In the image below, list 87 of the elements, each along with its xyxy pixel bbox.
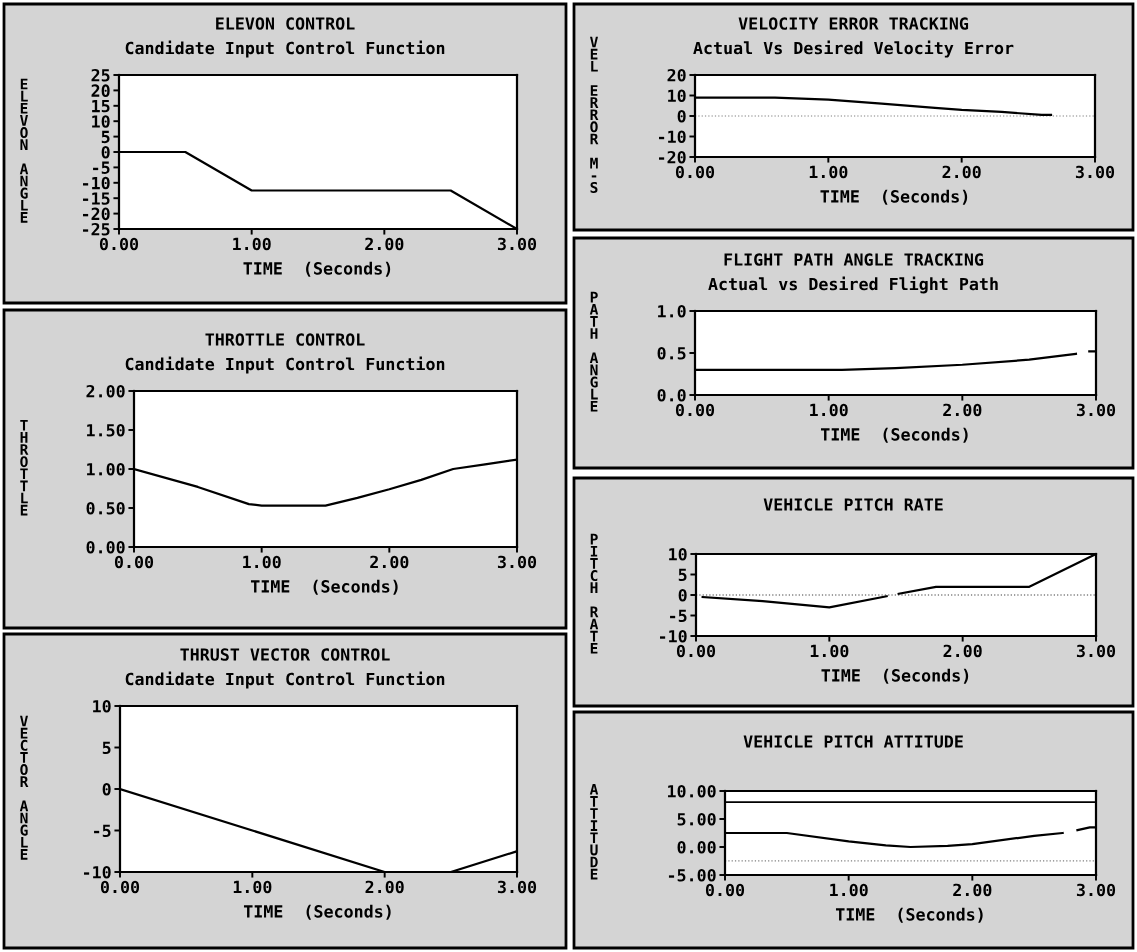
x-tick-label: 3.00 (497, 555, 537, 569)
y-tick-label: 5 (678, 568, 687, 582)
x-axis-title: TIME (Seconds) (835, 907, 983, 923)
text: VECTOR ANGLE (19, 715, 29, 860)
chart-subtitle: Actual Vs Desired Velocity Error (693, 40, 1014, 58)
x-tick-label: 3.00 (497, 237, 537, 251)
chart-title: THRUST VECTOR CONTROL (180, 648, 390, 661)
y-tick-label: 10 (668, 89, 686, 103)
chart-title: VEHICLE PITCH ATTITUDE (743, 735, 963, 748)
y-tick-label: -5 (670, 609, 687, 623)
y-tick-label: -20 (83, 207, 110, 221)
x-tick-label: 2.00 (365, 237, 404, 251)
x-tick-label: 1.00 (830, 883, 868, 897)
chart-subtitle: Candidate Input Control Function (125, 356, 445, 374)
x-tick-label: 2.00 (943, 403, 982, 417)
y-tick-label: 0 (102, 782, 111, 796)
y-tick-label: 10 (92, 115, 110, 128)
x-axis-title: TIME (Seconds) (243, 261, 391, 277)
x-tick-label: 3.00 (1075, 165, 1115, 179)
chart-subtitle: Candidate Input Control Function (125, 40, 445, 58)
y-tick-label: -5.00 (668, 868, 716, 882)
y-axis-title: ATTITUDE (589, 783, 599, 880)
x-tick-label: 3.00 (1076, 644, 1116, 658)
y-tick-label: 10 (669, 547, 687, 561)
chart-title: VELOCITY ERROR TRACKING (738, 17, 969, 30)
x-tick-label: 3.00 (497, 880, 537, 894)
x-axis-title: TIME (Seconds) (821, 668, 969, 684)
y-tick-label: 0 (101, 145, 110, 159)
y-tick-label: 0.5 (657, 346, 686, 360)
y-tick-label: -10 (84, 865, 111, 879)
x-axis-title: TIME (Seconds) (820, 189, 968, 205)
y-tick-label: 1.0 (658, 304, 686, 318)
x-tick-label: 1.00 (809, 165, 848, 179)
chart-title: FLIGHT PATH ANGLE TRACKING (724, 253, 984, 266)
y-tick-label: -10 (83, 176, 110, 190)
chart-title: THROTTLE CONTROL (205, 333, 365, 346)
y-tick-label: 0.0 (657, 388, 686, 402)
y-tick-label: 1.50 (87, 423, 125, 437)
x-tick-label: 1.00 (810, 403, 848, 417)
chart-subtitle: Candidate Input Control Function (125, 671, 445, 689)
y-tick-label: 10.00 (668, 784, 716, 798)
y-tick-label: 5.00 (677, 812, 716, 826)
y-tick-label: -10 (660, 629, 687, 643)
y-tick-label: 0 (678, 588, 687, 602)
x-tick-label: 0.00 (114, 555, 154, 569)
y-tick-label: -20 (659, 150, 686, 164)
x-tick-label: 1.00 (810, 644, 849, 658)
y-tick-label: -5 (94, 824, 111, 838)
y-tick-label: 25 (91, 68, 110, 82)
y-tick-label: 5 (102, 741, 111, 755)
y-tick-label: 0.00 (86, 540, 125, 554)
x-tick-label: 1.00 (233, 880, 272, 894)
text: PATH ANGLE (589, 291, 599, 412)
x-tick-label: 3.00 (1076, 883, 1116, 897)
y-tick-label: -25 (83, 222, 110, 236)
x-tick-label: 2.00 (365, 880, 404, 894)
y-tick-label: 0.50 (86, 501, 125, 515)
text: VEL ERROR M-S (590, 36, 599, 193)
text: PITCH RATE (589, 533, 599, 654)
x-tick-label: 1.00 (233, 237, 271, 251)
x-axis-title: TIME (Seconds) (243, 904, 391, 920)
x-axis-title: TIME (Seconds) (250, 579, 398, 595)
x-tick-label: 2.00 (942, 165, 981, 179)
y-tick-label: 20 (667, 68, 686, 82)
y-tick-label: 20 (91, 84, 110, 97)
x-axis-title: TIME (Seconds) (820, 427, 968, 443)
y-axis-title: THROTTLE (20, 419, 29, 516)
y-tick-label: -5 (93, 161, 110, 174)
x-tick-label: 2.00 (370, 555, 409, 569)
chart-subtitle: Actual vs Desired Flight Path (708, 276, 998, 294)
y-tick-label: 0.00 (677, 840, 716, 854)
y-tick-label: 1.00 (87, 462, 125, 476)
y-tick-label: 15 (92, 99, 110, 113)
y-tick-label: 10 (93, 699, 111, 713)
x-tick-label: 2.00 (943, 644, 982, 658)
y-tick-label: 5 (101, 130, 110, 144)
x-tick-label: 2.00 (953, 883, 992, 897)
y-tick-label: 2.00 (86, 384, 125, 398)
y-tick-label: -15 (83, 192, 110, 205)
x-tick-label: 0.00 (705, 883, 745, 897)
y-tick-label: 0 (677, 109, 686, 123)
chart-title: ELEVON CONTROL (216, 17, 355, 30)
x-tick-label: 3.00 (1076, 403, 1116, 417)
text: ELEVON ANGLE (19, 78, 29, 223)
y-tick-label: -10 (659, 130, 686, 144)
chart-title: VEHICLE PITCH RATE (763, 498, 943, 511)
x-tick-label: 1.00 (243, 555, 281, 569)
